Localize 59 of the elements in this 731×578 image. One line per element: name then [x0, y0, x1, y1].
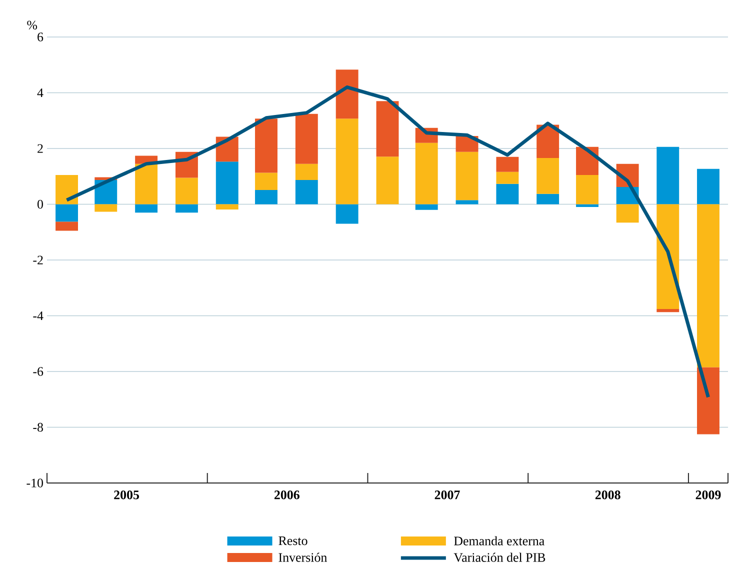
bar	[135, 204, 158, 213]
y-tick-label: -10	[26, 478, 43, 488]
x-tick-label: 2009	[696, 490, 721, 500]
bar	[216, 162, 238, 204]
y-tick-label: -8	[33, 422, 43, 432]
line-series	[65, 85, 710, 399]
bar	[456, 200, 478, 204]
bar	[496, 156, 519, 172]
bar	[415, 142, 438, 204]
bar	[255, 172, 278, 190]
bar	[456, 152, 478, 200]
bar	[376, 156, 399, 204]
bar	[255, 118, 278, 173]
y-tick-label: 4	[37, 88, 44, 98]
bar	[496, 184, 519, 204]
bar	[175, 178, 198, 204]
bar	[94, 204, 118, 212]
bar	[56, 204, 78, 222]
y-tick-label: 2	[38, 144, 43, 153]
y-tick-label: -6	[33, 367, 44, 376]
bar	[656, 204, 680, 310]
y-tick-label: 0	[38, 200, 43, 209]
bar	[295, 180, 318, 204]
bar	[536, 194, 560, 204]
bar	[175, 204, 198, 213]
bar	[255, 190, 278, 204]
bar	[576, 174, 598, 204]
bar	[415, 204, 438, 210]
bar	[697, 204, 720, 368]
bar	[697, 168, 720, 204]
bar	[56, 222, 78, 231]
bar	[336, 118, 358, 204]
bar	[576, 204, 598, 208]
bar	[135, 164, 158, 204]
bar	[656, 309, 680, 312]
legend-label: Resto	[278, 536, 308, 546]
y-axis-title: %	[27, 20, 38, 30]
bar	[216, 204, 238, 210]
legend-label: Variación del PIB	[454, 552, 546, 562]
x-tick-label: 2005	[114, 490, 139, 500]
bar	[536, 158, 560, 194]
y-tick-label: -2	[33, 256, 43, 264]
legend-label: Inversión	[278, 552, 327, 562]
bar	[295, 114, 318, 164]
bar	[656, 146, 680, 204]
bar	[496, 172, 519, 184]
bar	[697, 367, 720, 434]
legend-label: Demanda externa	[454, 536, 544, 546]
bar	[336, 70, 358, 119]
bar	[336, 204, 358, 224]
bar	[376, 101, 399, 157]
y-tick-label: 6	[38, 32, 44, 42]
x-tick-label: 2007	[434, 490, 460, 500]
x-tick-label: 2008	[595, 490, 620, 500]
y-tick-label: -4	[33, 311, 44, 320]
bar	[295, 164, 318, 180]
bar	[56, 174, 78, 204]
x-tick-label: 2006	[274, 490, 300, 500]
bar	[616, 204, 639, 223]
